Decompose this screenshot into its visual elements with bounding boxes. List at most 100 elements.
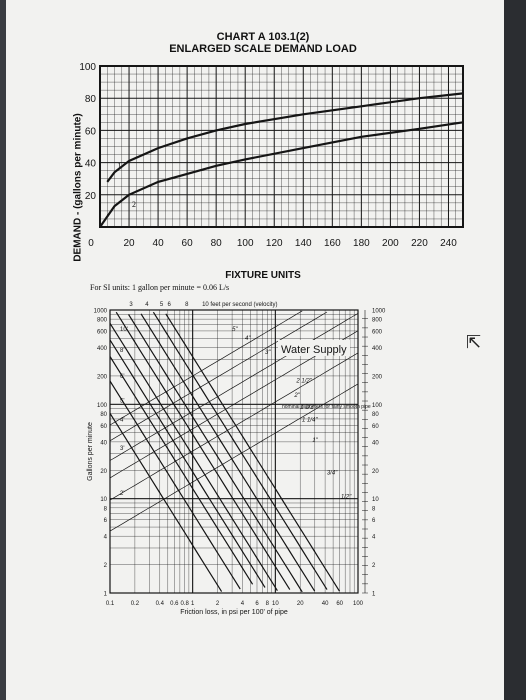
x-tick-label: 60 [182, 238, 194, 249]
velocity-line [109, 383, 359, 532]
y-tick-label: 40 [85, 159, 97, 170]
y-tick-label-left: 2 [104, 563, 108, 569]
pipe-size-label: 1 1/4" [302, 417, 318, 423]
y-tick-label-right: 2 [372, 563, 376, 569]
velocity-tick-label: 5 [160, 302, 164, 308]
plot-frame [109, 309, 359, 594]
x-tick-label: 120 [266, 238, 283, 249]
y-tick-label-right: 80 [372, 412, 379, 418]
x-tick-label: 4 [241, 601, 245, 607]
velocity-line [109, 352, 359, 501]
screen-bezel [504, 0, 526, 700]
pipe-diameter-line [140, 313, 316, 592]
series-line-1 [106, 92, 464, 183]
velocity-label: 10 feet per second (velocity) [202, 302, 277, 308]
x-axis-label: FIXTURE UNITS [225, 270, 301, 281]
pipe-size-label: 1/2" [341, 495, 352, 501]
y-tick-label-left: 60 [100, 424, 107, 430]
velocity-line [109, 311, 328, 442]
pipe-diameter-line [109, 412, 223, 592]
x-tick-label: 0.6 [170, 601, 179, 607]
si-units-note: For SI units: 1 gallon per minute = 0.06… [90, 283, 230, 292]
y-tick-label-right: 40 [372, 440, 379, 446]
x-tick-label: 0 [88, 238, 94, 249]
series-line-2 [99, 121, 464, 228]
x-tick-label: 220 [411, 238, 428, 249]
y-tick-label-right: 6 [372, 518, 376, 524]
pipe-size-label: 2" [293, 393, 300, 399]
y-tick-label-left: 40 [100, 440, 107, 446]
y-tick-label-left: 1000 [94, 309, 108, 315]
x-tick-label: 20 [297, 601, 304, 607]
y-tick-label-right: 4 [372, 535, 376, 541]
pipe-size-label: 5" [232, 327, 238, 333]
y-tick-label-right: 10 [372, 497, 379, 503]
chart-subtitle: ENLARGED SCALE DEMAND LOAD [169, 43, 357, 55]
y-tick-label-left: 200 [97, 374, 108, 380]
velocity-tick-label: 8 [185, 302, 189, 308]
pipe-size-label: 4" [245, 336, 251, 342]
x-tick-label: 8 [266, 601, 270, 607]
y-tick-label-right: 400 [372, 346, 383, 352]
x-tick-label: 40 [322, 601, 329, 607]
x-tick-label: 1 [191, 601, 195, 607]
y-tick-label-left: 100 [97, 403, 108, 409]
pipe-diameter-line [165, 313, 340, 592]
series-label: 1 [118, 161, 122, 170]
y-tick-label-left: 400 [97, 346, 108, 352]
y-tick-label-right: 60 [372, 424, 379, 430]
pipe-diameter-line [128, 314, 303, 593]
x-tick-label: 240 [440, 238, 457, 249]
pipe-diameter-line [115, 311, 291, 590]
x-tick-label: 80 [211, 238, 223, 249]
pipe-header: nominal diameters for fairly smooth pipe [282, 404, 371, 410]
pipe-diameter-line [109, 380, 241, 590]
pipe-size-label: 1" [312, 438, 318, 444]
velocity-tick-label: 6 [168, 302, 172, 308]
velocity-tick-label: 3 [129, 302, 133, 308]
x-tick-label: 140 [295, 238, 312, 249]
pipe-size-label: 3/4" [327, 471, 338, 477]
x-tick-label: 0.1 [106, 601, 115, 607]
y-tick-label: 20 [85, 191, 97, 202]
x-tick-label: 160 [324, 238, 341, 249]
y-tick-label: 60 [85, 126, 97, 137]
x-tick-label: 10 [272, 601, 279, 607]
y-tick-label-left: 6 [104, 518, 108, 524]
annotation-background [278, 340, 350, 356]
plot-frame [99, 65, 464, 228]
y-tick-label-right: 800 [372, 318, 383, 324]
chart-title: CHART A 103.1(2) [216, 31, 310, 43]
y-axis-label: Gallons per minute [87, 422, 94, 481]
velocity-left-label: 4' [120, 417, 124, 423]
y-tick-label-right: 1000 [372, 309, 386, 315]
y-tick-label-left: 600 [97, 329, 108, 335]
y-tick-label-left: 800 [97, 318, 108, 324]
velocity-left-label: 2' [120, 491, 124, 497]
velocity-line [109, 313, 359, 461]
x-tick-label: 100 [237, 238, 254, 249]
document-page [6, 0, 504, 700]
pipe-diameter-line [109, 322, 278, 592]
x-tick-label: 100 [353, 601, 364, 607]
y-tick-label-left: 8 [104, 506, 108, 512]
x-tick-label: 6 [255, 601, 259, 607]
x-tick-label: 0.4 [156, 601, 165, 607]
pipe-size-label: 3" [265, 350, 271, 356]
velocity-left-label: 6' [120, 374, 124, 380]
pipe-size-label: 1 1/2" [300, 405, 316, 411]
y-tick-label: 80 [85, 94, 97, 105]
pipe-size-label: 2 1/2" [295, 379, 312, 385]
x-axis-label: Friction loss, in psi per 100' of pipe [180, 609, 288, 616]
y-tick-label-right: 600 [372, 329, 383, 335]
pipe-diameter-line [109, 356, 254, 585]
mouse-pointer-icon: ⇱ [466, 332, 482, 353]
velocity-tick-label: 4 [145, 302, 149, 308]
y-tick-label-left: 80 [100, 412, 107, 418]
x-tick-label: 0.2 [131, 601, 140, 607]
pipe-diameter-line [109, 339, 266, 588]
x-tick-label: 60 [336, 601, 343, 607]
series-label: 2 [132, 200, 136, 209]
y-tick-label-right: 8 [372, 506, 376, 512]
